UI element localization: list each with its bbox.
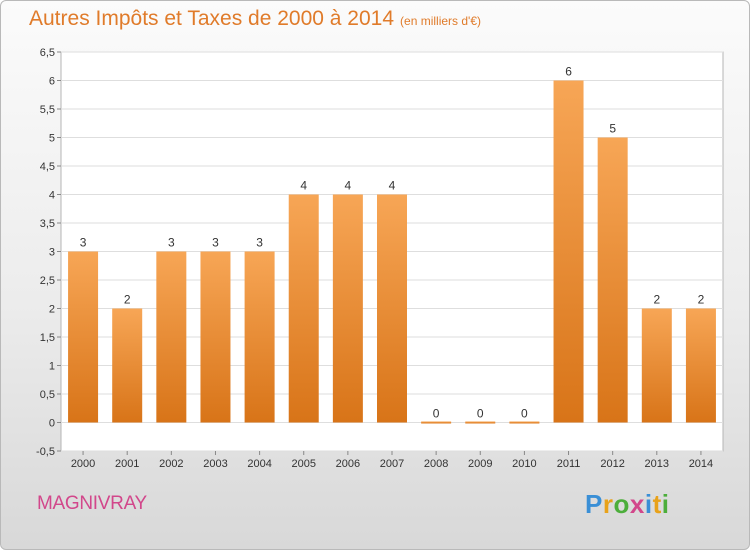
logo-letter: x [629,489,645,519]
bar-2014 [685,308,716,423]
data-label: 3 [168,236,175,250]
y-tick-label: 0 [49,418,55,430]
y-tick-label: 5 [49,133,55,145]
data-label: 2 [124,293,131,307]
x-tick-label: 2005 [291,458,315,470]
bar-2001 [112,308,143,423]
data-label: 6 [565,65,572,79]
data-label: 2 [698,293,705,307]
data-label: 5 [609,122,616,136]
logo-letter: i [644,489,653,519]
logo-letter: P [585,489,603,519]
data-label: 3 [212,236,219,250]
y-tick-label: 1 [49,361,55,373]
logo-letter: r [602,489,614,519]
x-tick-label: 2008 [424,458,448,470]
chart-title: Autres Impôts et Taxes de 2000 à 2014 (en… [29,7,481,31]
data-label: 3 [256,236,263,250]
x-tick-label: 2013 [645,458,669,470]
data-label: 4 [345,179,352,193]
bar-2005 [288,194,319,423]
y-tick-label: 5,5 [40,104,55,116]
data-label: 0 [477,407,484,421]
proxiti-logo: Proxiti [585,489,669,520]
x-tick-label: 2000 [71,458,95,470]
bar-2012 [597,137,628,423]
y-tick-label: 4,5 [40,161,55,173]
chart-title-text: Autres Impôts et Taxes de 2000 à 2014 [29,7,395,30]
y-tick-label: -0,5 [36,446,55,458]
data-label: 2 [653,293,660,307]
bar-2004 [244,251,275,423]
x-tick-label: 2002 [159,458,183,470]
x-tick-label: 2010 [512,458,536,470]
y-tick-label: 0,5 [40,389,55,401]
municipality-name: MAGNIVRAY [37,493,147,514]
bar-2007 [377,194,407,423]
y-tick-label: 6,5 [40,47,55,59]
x-tick-label: 2014 [689,458,713,470]
bar-2013 [641,308,672,423]
bar-2002 [156,251,187,423]
y-tick-label: 2 [49,304,55,316]
logo-letter: o [613,489,630,519]
logo-letter: t [652,489,662,519]
data-label: 0 [521,407,528,421]
bar-2008 [421,421,452,424]
x-tick-label: 2006 [336,458,360,470]
y-tick-label: 1,5 [40,332,55,344]
bar-2010 [509,421,540,424]
y-tick-label: 2,5 [40,275,55,287]
x-tick-label: 2001 [115,458,139,470]
y-tick-label: 3 [49,247,55,259]
x-tick-label: 2011 [557,458,581,470]
bar-2006 [332,194,363,423]
logo-letter: i [661,489,670,519]
data-label: 4 [300,179,307,193]
x-tick-label: 2004 [247,458,271,470]
data-label: 4 [389,179,396,193]
y-tick-label: 3,5 [40,218,55,230]
y-tick-label: 6 [49,76,55,88]
y-tick-label: 4 [49,190,55,202]
bar-2000 [68,251,99,423]
bar-2003 [200,251,231,423]
x-tick-label: 2012 [600,458,624,470]
data-label: 0 [433,407,440,421]
x-tick-label: 2007 [380,458,404,470]
chart-subtitle: (en milliers d'€) [400,14,482,28]
data-label: 3 [80,236,87,250]
x-tick-label: 2009 [468,458,492,470]
bar-2009 [465,421,496,424]
bar-2011 [553,80,584,423]
x-tick-label: 2003 [203,458,227,470]
